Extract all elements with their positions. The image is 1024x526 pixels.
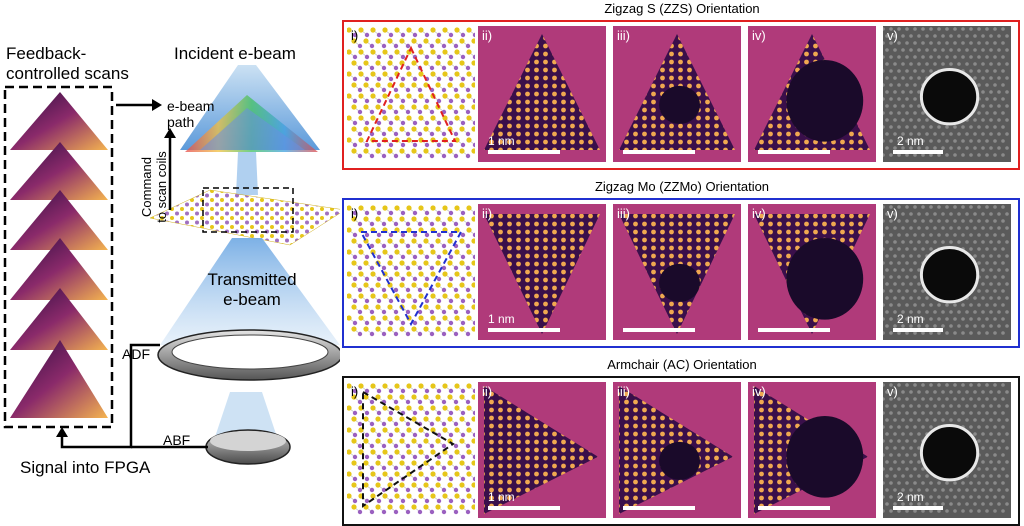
image-tile: iii)	[613, 382, 741, 518]
feedback-title: Feedback- controlled scans	[6, 44, 129, 84]
command-line2: to scan coils	[154, 151, 169, 223]
ebeam-path-label: e-beam path	[167, 98, 214, 130]
scan-path-triangle	[362, 390, 455, 508]
image-tile: v) 2 nm	[883, 204, 1011, 340]
panel-tag: i)	[351, 206, 359, 221]
scale-bar	[623, 150, 695, 154]
scale-bar-label: 1 nm	[488, 490, 515, 504]
stem-scan-image	[613, 26, 741, 162]
row-title: Zigzag Mo (ZZMo) Orientation	[594, 179, 770, 194]
panel-tag: v)	[887, 28, 898, 43]
lattice-schematic	[347, 382, 475, 518]
scale-bar	[893, 506, 943, 510]
command-label: Command to scan coils	[139, 117, 169, 257]
stem-scan-image	[478, 382, 606, 518]
incident-beam-label: Incident e-beam	[174, 44, 296, 63]
stem-scan-image	[613, 382, 741, 518]
scale-bar	[623, 506, 695, 510]
haadf-image	[883, 204, 1011, 340]
scale-bar	[893, 328, 943, 332]
stem-scan-image	[748, 204, 876, 340]
arrow-up-icon	[164, 128, 176, 138]
stem-scan-image	[748, 382, 876, 518]
stem-scan-image	[613, 204, 741, 340]
scale-bar-label: 2 nm	[897, 312, 924, 326]
panel-tag: i)	[351, 28, 359, 43]
schematic-diagram	[3, 65, 340, 465]
haadf-image	[883, 26, 1011, 162]
stem-scan-image	[478, 204, 606, 340]
panel-tag: ii)	[482, 206, 493, 221]
mos2-sample	[149, 189, 340, 246]
transmitted-label: Transmitted e-beam	[202, 270, 302, 310]
panel-tag: iii)	[617, 28, 630, 43]
image-tile: i)	[347, 382, 475, 518]
row-frame	[342, 20, 1020, 170]
panel-tag: iii)	[617, 384, 630, 399]
signal-label: Signal into FPGA	[20, 458, 151, 477]
image-tile: i)	[347, 26, 475, 162]
ebeam-path-line1: e-beam	[167, 98, 215, 114]
transmitted-line2: e-beam	[223, 290, 281, 309]
scale-bar	[488, 150, 560, 154]
sample-zoom-box	[202, 187, 294, 233]
scale-bar-label: 1 nm	[488, 312, 515, 326]
image-tile: v) 2 nm	[883, 382, 1011, 518]
scale-bar-label: 1 nm	[488, 134, 515, 148]
image-tile: ii) 1 nm	[478, 26, 606, 162]
scale-bar	[758, 328, 830, 332]
image-tile: iii)	[613, 26, 741, 162]
image-tile: ii) 1 nm	[478, 382, 606, 518]
image-tile: iii)	[613, 204, 741, 340]
adf-label: ADF	[122, 346, 150, 362]
transmitted-beam	[160, 238, 340, 345]
image-tile: v) 2 nm	[883, 26, 1011, 162]
scale-bar	[623, 328, 695, 332]
scale-bar-label: 2 nm	[897, 134, 924, 148]
panel-tag: iv)	[752, 28, 766, 43]
image-tile: ii) 1 nm	[478, 204, 606, 340]
panel-tag: v)	[887, 384, 898, 399]
scan-stack	[10, 92, 108, 418]
scale-bar-label: 2 nm	[897, 490, 924, 504]
scale-bar	[758, 150, 830, 154]
row-title: Armchair (AC) Orientation	[607, 357, 757, 372]
panel-tag: iv)	[752, 206, 766, 221]
image-tile: iv)	[748, 204, 876, 340]
row-frame	[342, 198, 1020, 348]
lattice-schematic	[347, 204, 475, 340]
command-line1: Command	[139, 157, 154, 217]
image-tile: i)	[347, 204, 475, 340]
ebeam-path-line2: path	[167, 114, 195, 130]
transmitted-line1: Transmitted	[207, 270, 297, 289]
panel-tag: ii)	[482, 384, 493, 399]
panel-tag: ii)	[482, 28, 493, 43]
scale-bar	[488, 506, 560, 510]
stem-scan-image	[478, 26, 606, 162]
haadf-image	[883, 382, 1011, 518]
stem-scan-image	[748, 26, 876, 162]
scale-bar	[893, 150, 943, 154]
scale-bar	[488, 328, 560, 332]
panel-tag: iv)	[752, 384, 766, 399]
image-tile: iv)	[748, 382, 876, 518]
abf-label: ABF	[163, 432, 191, 448]
scan-path-triangle	[359, 231, 463, 327]
feedback-title-line2: controlled scans	[6, 64, 129, 83]
panel-tag: v)	[887, 206, 898, 221]
signal-arrow-icon	[56, 427, 68, 437]
feedback-title-line1: Feedback-	[6, 44, 87, 63]
scan-path-triangle	[365, 45, 457, 142]
panel-tag: iii)	[617, 206, 630, 221]
image-tile: iv)	[748, 26, 876, 162]
row-title: Zigzag S (ZZS) Orientation	[604, 1, 760, 16]
scale-bar	[758, 506, 830, 510]
panel-tag: i)	[351, 384, 359, 399]
arrow-right-icon	[152, 99, 162, 111]
